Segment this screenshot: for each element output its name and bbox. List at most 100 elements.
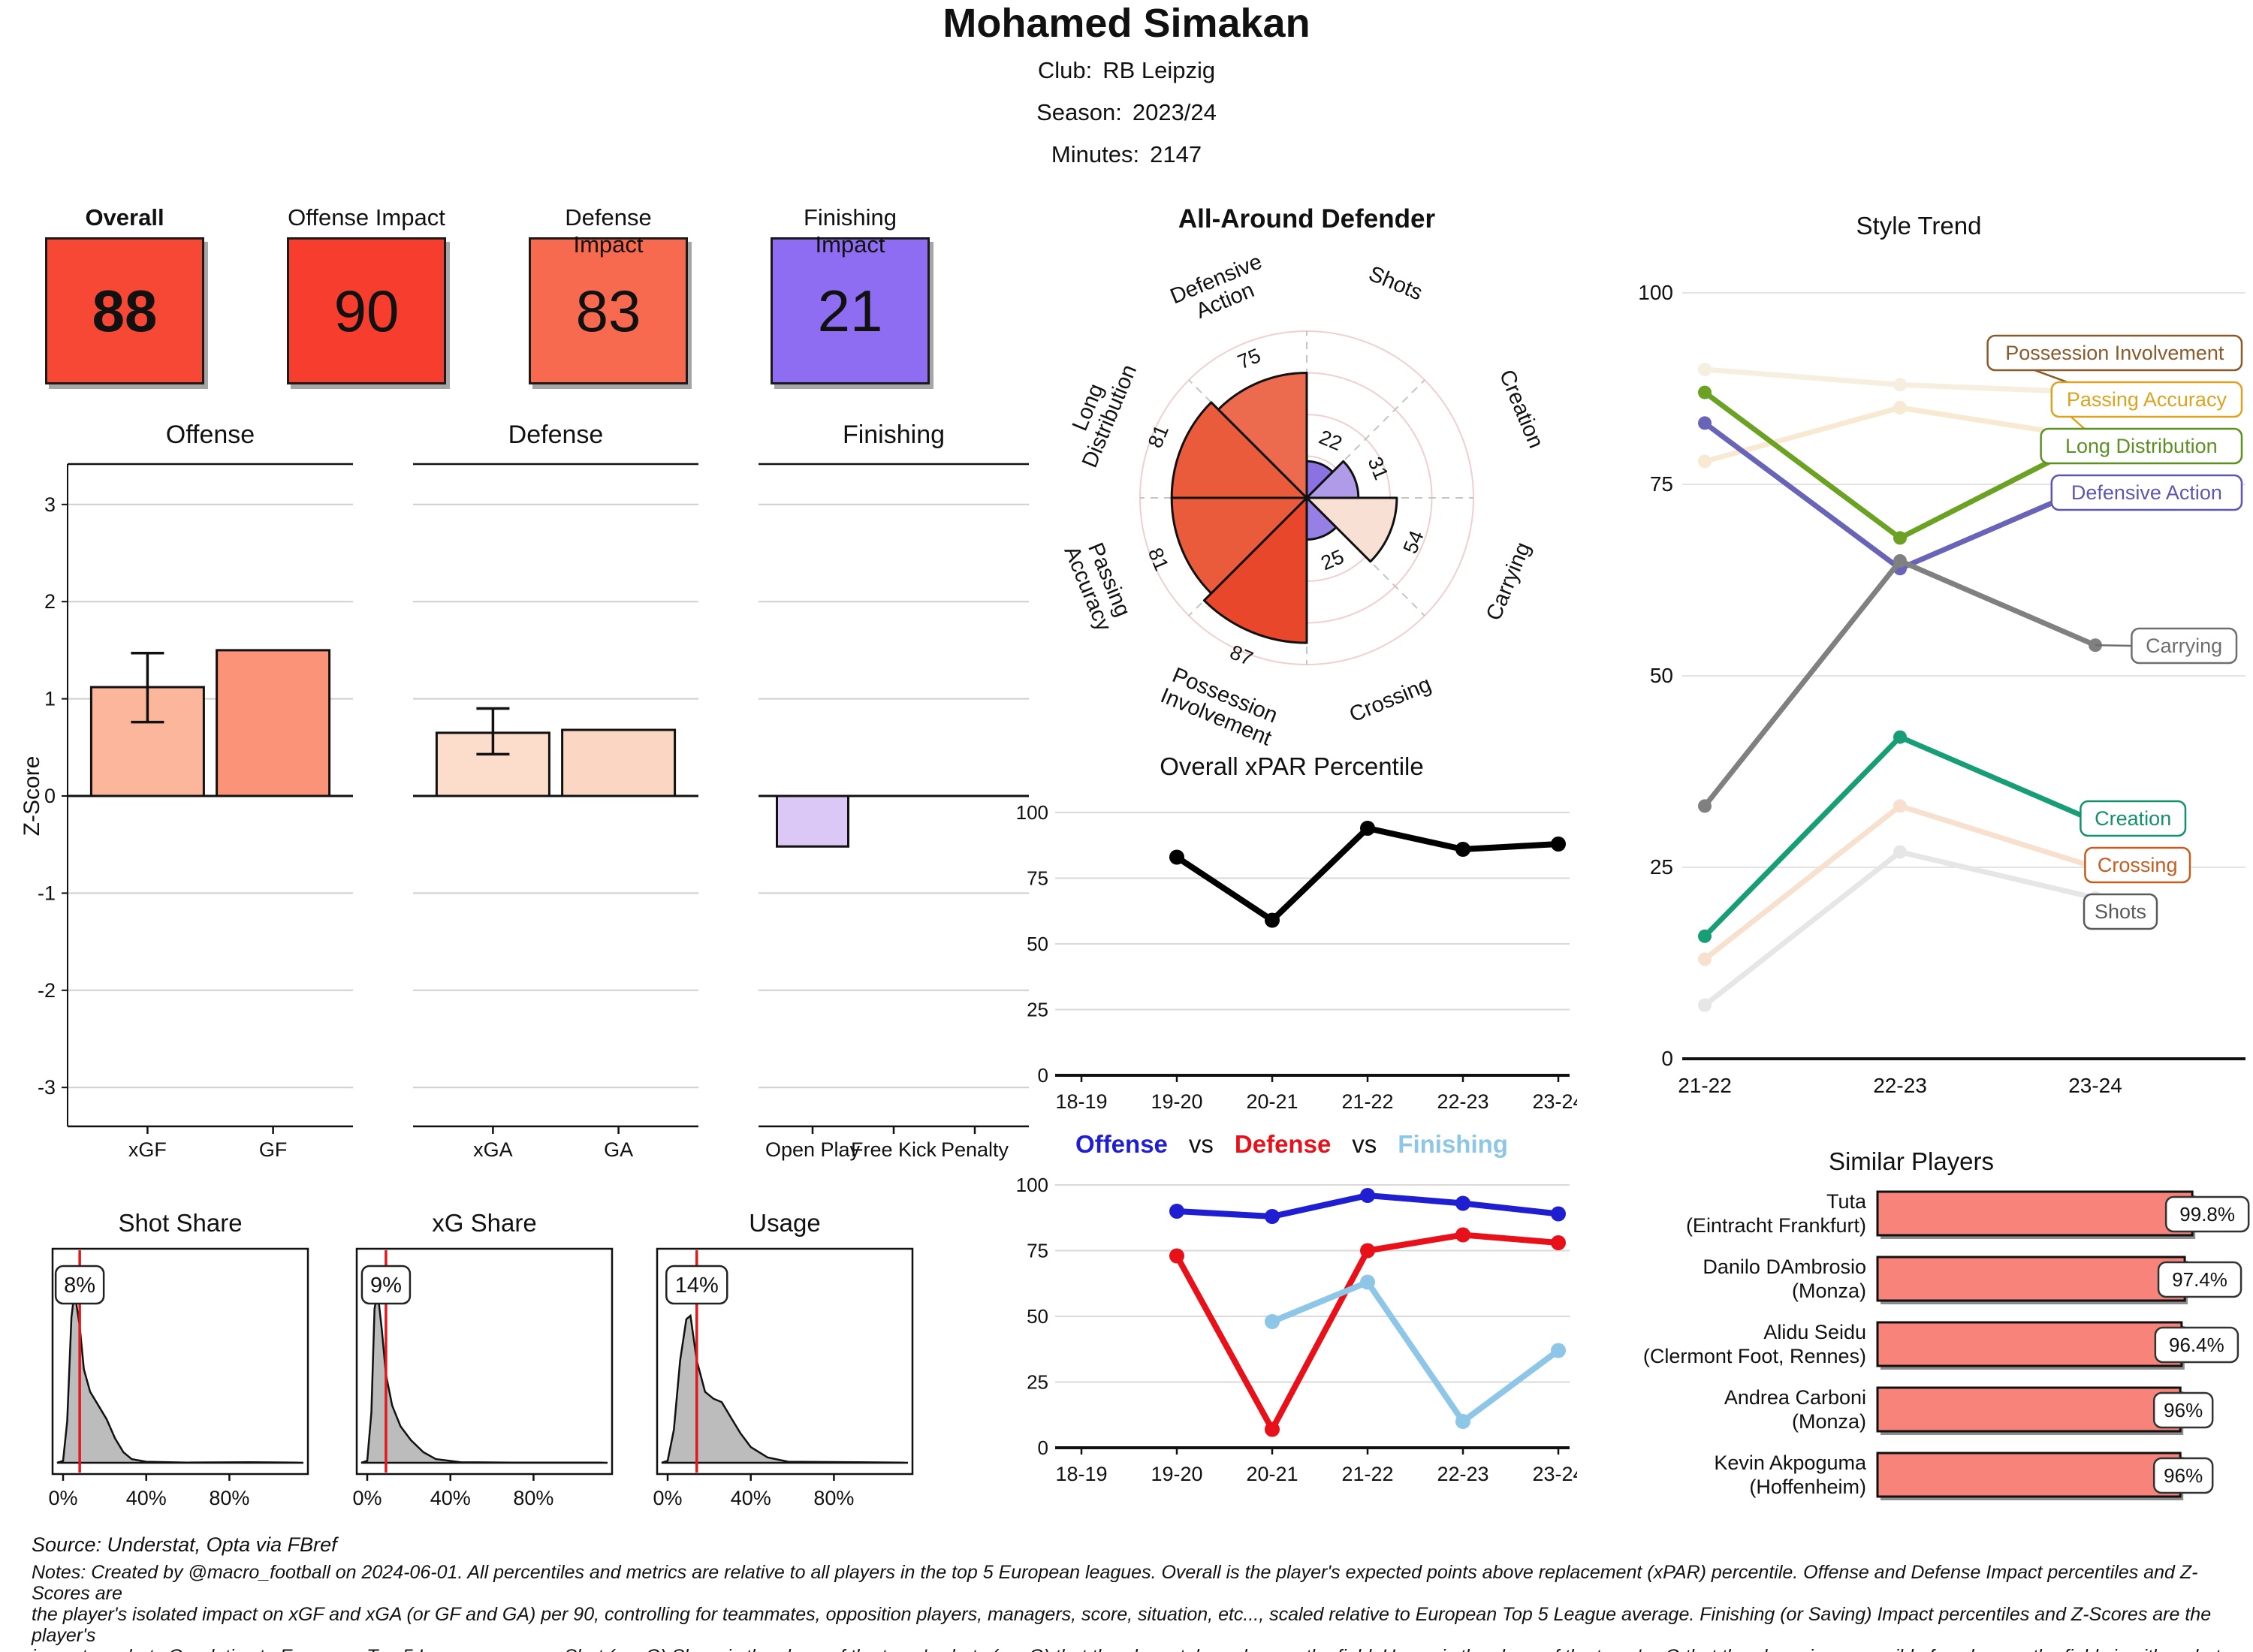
series-point	[1698, 952, 1712, 966]
series-point	[1360, 1243, 1375, 1259]
panel-border	[355, 1247, 614, 1476]
value-badge	[360, 1265, 412, 1305]
series-point	[1698, 416, 1712, 430]
minutes-row: Minutes: 2147	[0, 141, 2253, 168]
y-tick-label: 50	[1027, 1305, 1048, 1328]
radar-category-label: Carrying	[1482, 539, 1536, 624]
x-tick-label: 20-21	[1246, 1463, 1298, 1485]
x-tick-label: 0%	[352, 1487, 382, 1509]
similarity-bar	[1876, 1190, 2194, 1237]
minutes-value: 2147	[1150, 141, 1202, 167]
series-label-box	[1986, 334, 2243, 372]
x-tick-label: GF	[259, 1138, 288, 1161]
series-point	[1551, 837, 1566, 852]
series-label-box	[2040, 427, 2243, 465]
wedge-Defensive Action	[1217, 372, 1308, 499]
score-box-value-box: 90	[287, 237, 446, 384]
y-tick-label: -3	[38, 1076, 56, 1099]
radar-category-label: Crossing	[1346, 672, 1434, 727]
similarity-value: 96%	[2164, 1464, 2203, 1487]
source-note: Source: Understat, Opta via FBref	[32, 1533, 337, 1556]
similarity-badge	[2152, 1457, 2214, 1494]
series-label: Long Distribution	[2065, 435, 2218, 457]
similarity-value: 96.4%	[2169, 1334, 2224, 1356]
player-club: (Clermont Foot, Rennes)	[1643, 1345, 1866, 1367]
series-label: Defensive Action	[2071, 481, 2222, 504]
similarity-bar	[1876, 1386, 2182, 1433]
series-label-box	[2080, 800, 2187, 837]
notes-line: Notes: Created by @macro_football on 202…	[32, 1562, 2198, 1604]
y-tick-label: 25	[1027, 1371, 1048, 1394]
zscore-impact-chart: Offense xGF GF 3 2 1 0 -1 -2 -3 Defense xGA GA Finish…	[23, 421, 1029, 1161]
y-tick-label: 0	[1661, 1047, 1673, 1070]
x-tick-label: Penalty	[941, 1138, 1009, 1161]
value-badge-label: 8%	[64, 1274, 95, 1298]
x-tick-label: GA	[604, 1138, 633, 1161]
series-point	[1893, 531, 1907, 545]
score-box-value-box: 21	[771, 237, 930, 384]
player-club: (Hoffenheim)	[1749, 1476, 1866, 1498]
panel-title: Offense	[166, 421, 255, 449]
x-tick-label: xGF	[128, 1138, 167, 1161]
y-tick-label: -1	[38, 882, 56, 904]
series-point	[1893, 845, 1907, 859]
wedge-Long Distribution	[1170, 401, 1308, 499]
panel-title: Usage	[749, 1209, 820, 1237]
player-name: Kevin Akpoguma	[1714, 1452, 1867, 1474]
y-tick-label: 0	[1038, 1436, 1048, 1459]
x-tick-label: 21-22	[1341, 1090, 1393, 1113]
club-label: Club:	[1037, 57, 1093, 83]
x-tick-label: 40%	[126, 1487, 167, 1509]
x-tick-label: Free Kick	[851, 1138, 937, 1161]
player-name: Andrea Carboni	[1724, 1386, 1866, 1409]
header: Mohamed Simakan Club: RB Leipzig Season: 2…	[0, 0, 2253, 168]
xpar-title: Overall xPAR Percentile	[1160, 752, 1424, 780]
score-box-label: Offense Impact	[288, 204, 445, 231]
series-label: Carrying	[2146, 635, 2222, 657]
score-box-value: 83	[575, 277, 641, 344]
notes-block: Notes: Created by @macro_football on 202…	[32, 1562, 2239, 1652]
similarity-bar	[1876, 1256, 2186, 1302]
season-label: Season:	[1036, 99, 1122, 125]
similarity-badge	[2157, 1261, 2242, 1298]
panel-title: Finishing	[843, 421, 945, 449]
score-box-value-box: 83	[529, 237, 688, 384]
notes-line: the player's isolated impact on xGF and …	[32, 1604, 2212, 1646]
x-tick-label: 23-24	[1532, 1463, 1577, 1485]
series-point	[1360, 1274, 1375, 1290]
wedge-Passing Accuracy	[1170, 496, 1308, 595]
score-box-value: 88	[92, 277, 158, 344]
y-tick-label: 75	[1027, 867, 1048, 890]
series-point	[1893, 730, 1907, 744]
bar-GF	[216, 649, 331, 797]
season-row: Season: 2023/24	[0, 99, 2253, 126]
x-tick-label: 80%	[513, 1487, 553, 1509]
player-name: Tuta	[1826, 1190, 1867, 1213]
x-tick-label: 22-23	[1437, 1463, 1488, 1485]
panel-border	[656, 1247, 914, 1476]
odf-title-finishing: Finishing	[1398, 1130, 1508, 1158]
player-name: Danilo DAmbrosio	[1703, 1256, 1866, 1278]
similarity-badge	[2154, 1326, 2239, 1364]
panel-title: xG Share	[432, 1209, 536, 1237]
y-tick-label: 25	[1650, 855, 1673, 879]
series-point	[1698, 385, 1712, 399]
series-point	[1893, 401, 1907, 415]
radar-category-label: Creation	[1494, 366, 1549, 452]
wedge-Carrying	[1305, 496, 1398, 563]
player-name: Alidu Seidu	[1763, 1321, 1866, 1343]
series-line-Defense	[1174, 1231, 1561, 1436]
off-def-fin-chart: 0 25 50 75 100 18-19 19-20 20-21 21-22 22-23 23-24	[1016, 1174, 1577, 1485]
series-line-Creation	[1702, 734, 2098, 939]
radar-category-label: PassingAccuracy	[1059, 534, 1137, 635]
similarity-badge	[2164, 1195, 2250, 1233]
series-line-Finishing	[1269, 1278, 1561, 1426]
x-tick-label: 18-19	[1055, 1463, 1107, 1485]
score-box-label: Finishing Impact	[803, 204, 897, 258]
x-tick-label: 80%	[209, 1487, 249, 1509]
series-point	[1698, 998, 1712, 1012]
y-tick-label: 0	[44, 785, 56, 807]
x-tick-label: 22-23	[1437, 1090, 1488, 1113]
x-tick-label: 20-21	[1246, 1090, 1298, 1113]
